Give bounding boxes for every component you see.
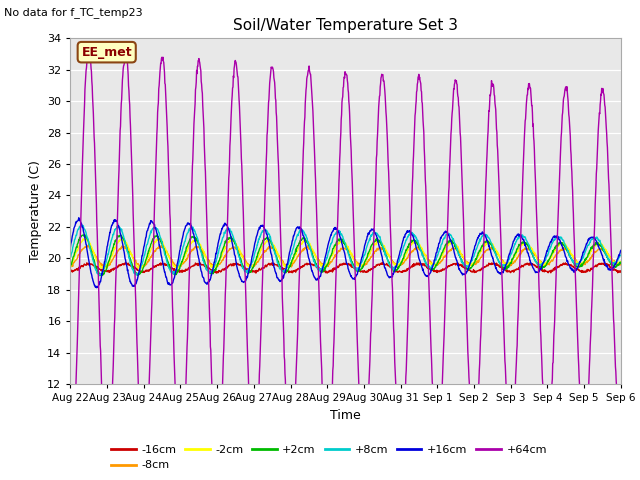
-16cm	[251, 269, 259, 275]
Title: Soil/Water Temperature Set 3: Soil/Water Temperature Set 3	[233, 18, 458, 33]
Line: +64cm: +64cm	[70, 49, 621, 478]
+2cm	[617, 260, 625, 265]
Line: +16cm: +16cm	[70, 218, 621, 288]
+8cm	[617, 252, 625, 258]
+64cm	[252, 451, 259, 457]
-8cm	[617, 261, 625, 267]
-8cm	[67, 264, 74, 269]
+8cm	[177, 256, 184, 262]
+8cm	[552, 235, 560, 241]
+2cm	[552, 243, 560, 249]
+8cm	[504, 260, 511, 265]
+16cm	[252, 240, 259, 245]
+16cm	[552, 233, 560, 239]
+2cm	[81, 232, 89, 238]
-2cm	[189, 239, 197, 244]
-16cm	[122, 260, 129, 265]
+8cm	[252, 249, 259, 255]
+2cm	[432, 264, 440, 270]
-8cm	[177, 264, 184, 269]
Text: No data for f_TC_temp23: No data for f_TC_temp23	[4, 7, 143, 18]
-8cm	[189, 247, 197, 253]
-2cm	[432, 261, 440, 267]
+16cm	[432, 253, 440, 259]
+64cm	[504, 409, 511, 415]
+16cm	[75, 215, 83, 221]
+2cm	[252, 259, 259, 264]
+8cm	[189, 227, 197, 233]
-2cm	[177, 263, 184, 269]
Y-axis label: Temperature (C): Temperature (C)	[29, 160, 42, 262]
Line: -16cm: -16cm	[70, 263, 621, 273]
Legend: -16cm, -8cm, -2cm, +2cm, +8cm, +16cm, +64cm: -16cm, -8cm, -2cm, +2cm, +8cm, +16cm, +6…	[111, 445, 547, 470]
-2cm	[137, 266, 145, 272]
+64cm	[84, 46, 92, 52]
+16cm	[617, 248, 625, 253]
+16cm	[504, 257, 511, 263]
+64cm	[617, 432, 625, 437]
+16cm	[93, 285, 100, 290]
+64cm	[552, 269, 560, 275]
Line: +2cm: +2cm	[70, 235, 621, 276]
-16cm	[504, 269, 511, 275]
-16cm	[252, 270, 260, 276]
-8cm	[252, 262, 259, 268]
+2cm	[177, 263, 184, 269]
+2cm	[504, 265, 511, 271]
X-axis label: Time: Time	[330, 408, 361, 421]
-16cm	[552, 266, 560, 272]
+16cm	[189, 231, 197, 237]
-2cm	[552, 245, 560, 251]
+64cm	[189, 131, 197, 137]
-16cm	[617, 268, 625, 274]
-16cm	[432, 268, 440, 274]
-2cm	[617, 259, 625, 264]
+64cm	[177, 460, 184, 466]
-16cm	[189, 263, 197, 269]
+8cm	[67, 254, 74, 260]
-2cm	[252, 259, 259, 265]
-8cm	[101, 265, 109, 271]
+2cm	[67, 264, 74, 270]
+16cm	[177, 247, 184, 252]
Line: -8cm: -8cm	[70, 245, 621, 268]
-2cm	[504, 261, 511, 267]
Text: EE_met: EE_met	[81, 46, 132, 59]
-8cm	[504, 261, 511, 267]
+16cm	[67, 244, 74, 250]
-16cm	[67, 268, 74, 274]
-8cm	[85, 242, 93, 248]
+64cm	[67, 475, 75, 480]
+8cm	[432, 257, 440, 263]
Line: -2cm: -2cm	[70, 238, 621, 269]
+8cm	[95, 272, 103, 278]
+64cm	[67, 472, 74, 478]
+64cm	[432, 432, 440, 438]
+8cm	[78, 222, 86, 228]
-2cm	[81, 235, 89, 241]
-8cm	[432, 262, 440, 268]
+2cm	[189, 234, 197, 240]
-16cm	[176, 269, 184, 275]
-2cm	[67, 263, 74, 269]
Line: +8cm: +8cm	[70, 225, 621, 275]
-8cm	[552, 252, 560, 258]
+2cm	[96, 273, 104, 278]
